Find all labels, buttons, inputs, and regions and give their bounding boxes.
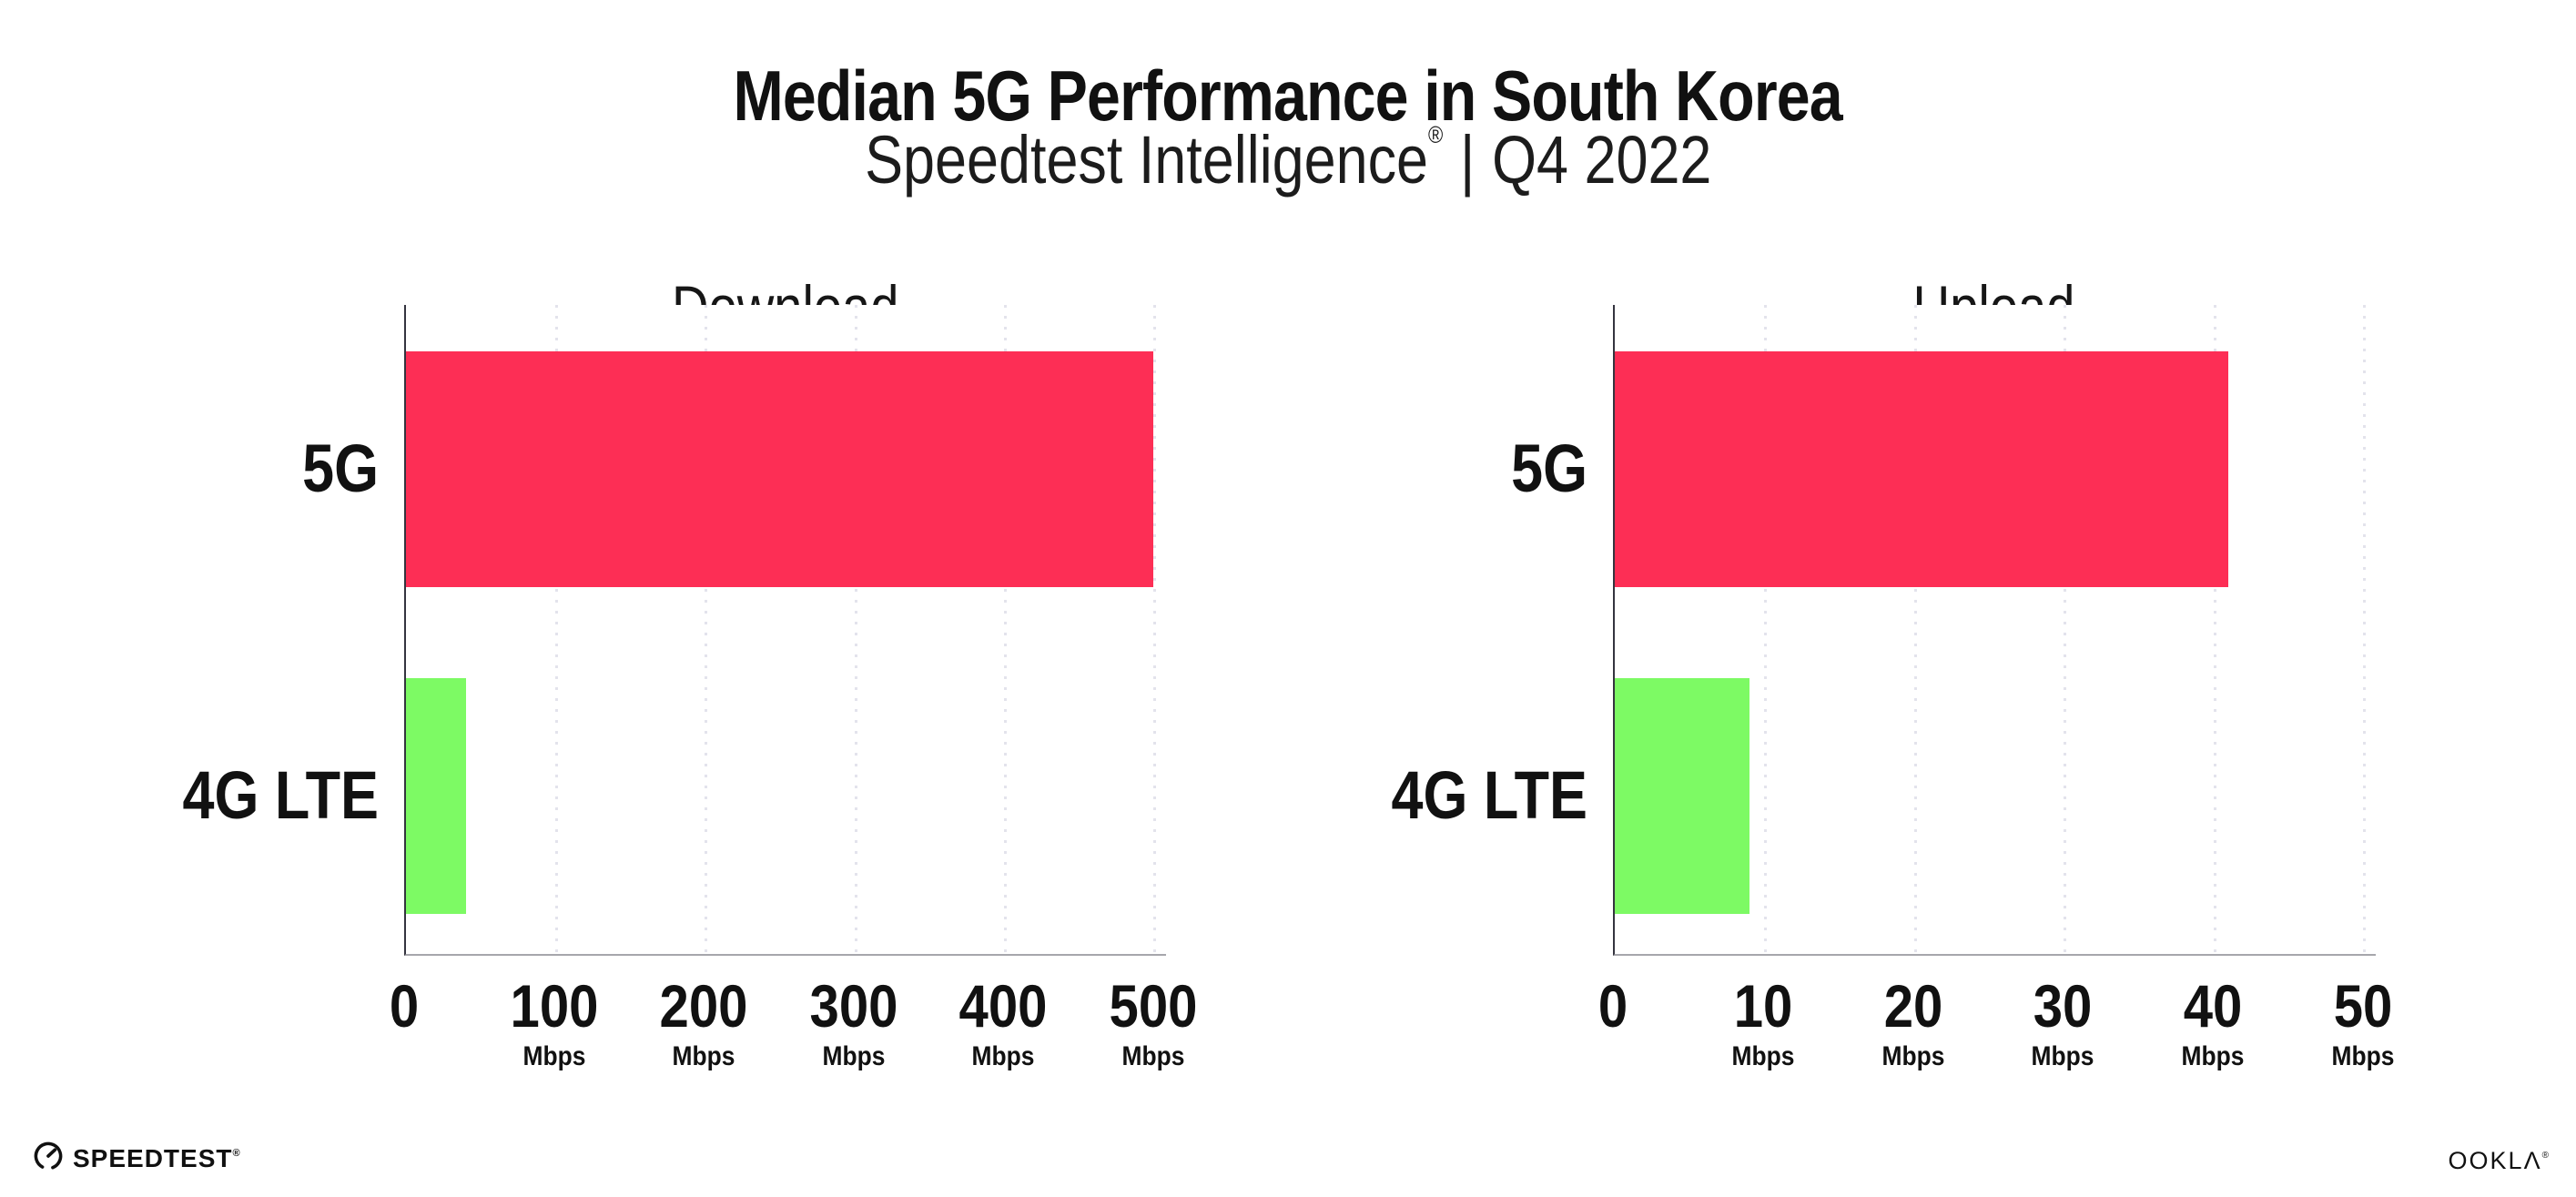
ookla-logo: OOKLΛ®	[2449, 1143, 2549, 1173]
speedtest-gauge-icon	[33, 1141, 64, 1172]
download-plot-area	[404, 305, 1166, 956]
ookla-wordmark-text: OOKLΛ	[2448, 1147, 2542, 1174]
y-axis-label: 4G LTE	[1391, 757, 1587, 833]
page-subtitle: Speedtest Intelligence® | Q4 2022	[0, 95, 2576, 200]
x-tick-unit: Mbps	[971, 1041, 1035, 1071]
x-tick-value: 300	[809, 972, 898, 1040]
x-tick-value: 200	[659, 972, 748, 1040]
subtitle-period: Q4 2022	[1491, 122, 1712, 198]
x-tick-unit: Mbps	[1121, 1041, 1185, 1071]
y-axis-label: 5G	[302, 431, 379, 506]
x-tick-unit: Mbps	[1731, 1041, 1795, 1071]
subtitle-divider: |	[1459, 122, 1476, 198]
subtitle-brand: Speedtest Intelligence	[864, 122, 1428, 198]
page-title-text: Median 5G Performance in South Korea	[733, 56, 1843, 137]
x-tick-value: 0	[1597, 972, 1628, 1040]
bar-4g-lte	[1615, 678, 1749, 914]
upload-plot-area	[1613, 305, 2376, 956]
x-tick-unit: Mbps	[1881, 1041, 1945, 1071]
x-tick-value: 20	[1883, 972, 1942, 1040]
bar-5g	[406, 351, 1153, 587]
x-tick-unit: Mbps	[2181, 1041, 2245, 1071]
x-tick-value: 40	[2183, 972, 2243, 1040]
x-tick-value: 400	[958, 972, 1048, 1040]
speedtest-registered-mark-icon: ®	[232, 1148, 240, 1159]
x-tick-value: 500	[1109, 972, 1198, 1040]
page-title: Median 5G Performance in South Korea	[0, 55, 2576, 137]
download-x-axis: 0 100 Mbps 200 Mbps 300 Mbps 400 Mbps 500 Mbps	[390, 972, 1198, 1103]
x-tick-unit: Mbps	[822, 1041, 886, 1071]
download-y-axis-labels: 5G 4G LTE	[0, 305, 379, 956]
y-axis-label: 4G LTE	[182, 757, 379, 833]
speedtest-wordmark: SPEEDTEST®	[73, 1141, 240, 1172]
bar-5g	[1615, 351, 2229, 587]
speedtest-logo: SPEEDTEST®	[33, 1140, 240, 1172]
y-axis-label: 5G	[1511, 431, 1587, 506]
x-tick-value: 50	[2333, 972, 2393, 1040]
upload-x-axis: 0 10 Mbps 20 Mbps 30 Mbps 40 Mbps 50 Mbps	[1598, 972, 2395, 1103]
gridline	[2363, 305, 2366, 954]
x-tick-value: 100	[510, 972, 599, 1040]
x-tick-unit: Mbps	[522, 1041, 586, 1071]
registered-mark-icon: ®	[1427, 121, 1444, 148]
ookla-registered-mark-icon: ®	[2541, 1151, 2549, 1161]
speedtest-wordmark-text: SPEEDTEST	[73, 1144, 233, 1172]
x-tick-unit: Mbps	[2031, 1041, 2094, 1071]
x-tick-value: 30	[2033, 972, 2093, 1040]
gridline	[1153, 305, 1156, 954]
upload-y-axis-labels: 5G 4G LTE	[1209, 305, 1587, 956]
x-tick-value: 10	[1733, 972, 1793, 1040]
bar-4g-lte	[406, 678, 466, 914]
x-tick-value: 0	[389, 972, 420, 1040]
x-tick-unit: Mbps	[672, 1041, 735, 1071]
x-tick-unit: Mbps	[2331, 1041, 2395, 1071]
